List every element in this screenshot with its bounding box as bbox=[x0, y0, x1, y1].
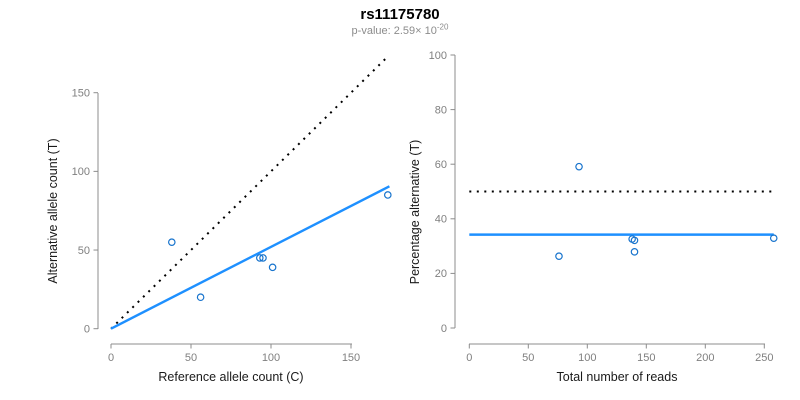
x-tick-label: 150 bbox=[637, 352, 655, 364]
x-tick-label: 0 bbox=[108, 352, 114, 364]
x-tick-label: 150 bbox=[342, 352, 360, 364]
y-axis-title-right: Percentage alternative (T) bbox=[408, 140, 422, 285]
x-tick-label: 50 bbox=[185, 352, 197, 364]
data-point bbox=[196, 293, 205, 302]
y-tick-label: 100 bbox=[429, 50, 447, 62]
y-tick-label: 60 bbox=[435, 159, 447, 171]
data-point bbox=[555, 252, 563, 261]
data-point bbox=[168, 238, 176, 246]
identity-line bbox=[110, 55, 389, 330]
x-tick-label: 250 bbox=[755, 352, 773, 364]
y-tick-label: 40 bbox=[435, 214, 447, 226]
y-axis-title-left: Alternative allele count (T) bbox=[46, 138, 60, 283]
data-point bbox=[630, 248, 639, 256]
y-tick-label: 0 bbox=[84, 324, 90, 336]
y-tick-label: 100 bbox=[72, 166, 90, 178]
data-point bbox=[268, 263, 277, 272]
fit-line bbox=[110, 185, 390, 330]
y-tick-label: 50 bbox=[78, 245, 90, 257]
x-tick-label: 100 bbox=[262, 352, 280, 364]
data-point bbox=[259, 254, 267, 262]
y-tick-label: 80 bbox=[435, 104, 447, 116]
data-point bbox=[255, 254, 264, 262]
data-point bbox=[575, 162, 583, 171]
data-point bbox=[383, 191, 392, 199]
x-tick-label: 200 bbox=[696, 352, 714, 364]
x-axis-title-left: Reference allele count (C) bbox=[158, 370, 303, 384]
y-tick-label: 150 bbox=[72, 88, 90, 100]
data-point bbox=[630, 236, 639, 245]
x-axis-title-right: Total number of reads bbox=[557, 370, 678, 384]
y-tick-label: 20 bbox=[435, 268, 447, 280]
p-value-text: p-value: 2.59× 10 bbox=[351, 25, 437, 37]
x-tick-label: 100 bbox=[578, 352, 596, 364]
x-tick-label: 50 bbox=[522, 352, 534, 364]
x-tick-label: 0 bbox=[466, 352, 472, 364]
y-tick-label: 0 bbox=[441, 323, 447, 335]
p-value-subtitle: p-value: 2.59× 10-20 bbox=[0, 22, 800, 37]
p-value-exponent: -20 bbox=[436, 22, 449, 32]
data-point bbox=[769, 234, 778, 242]
page-title: rs11175780 bbox=[360, 6, 440, 23]
